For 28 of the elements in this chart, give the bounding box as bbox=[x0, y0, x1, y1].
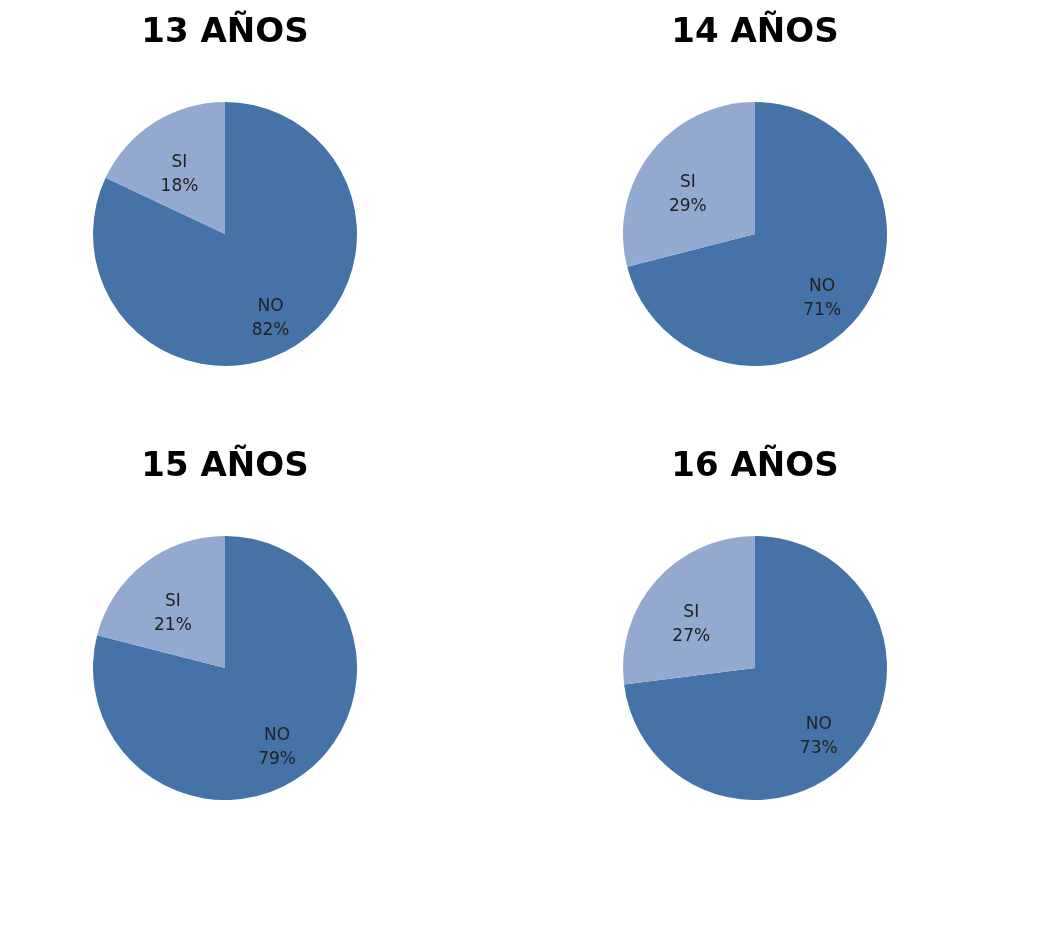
data-label: 71% bbox=[803, 299, 842, 320]
pie-slice bbox=[627, 102, 887, 366]
data-label: 79% bbox=[258, 748, 296, 769]
slice-label: NO bbox=[805, 713, 832, 734]
pie-slice bbox=[624, 536, 887, 800]
pie-slice bbox=[105, 102, 225, 234]
data-label: 29% bbox=[668, 194, 707, 215]
slice-label: SI bbox=[171, 151, 188, 172]
data-label: 18% bbox=[160, 175, 199, 196]
pie-slice bbox=[623, 102, 755, 267]
pie-slice bbox=[623, 536, 755, 685]
slice-label: SI bbox=[679, 170, 696, 191]
chart-title: 13 AÑOS bbox=[141, 10, 309, 50]
pie-slice bbox=[93, 536, 357, 800]
pie-slice bbox=[93, 102, 357, 366]
data-label: 21% bbox=[154, 613, 192, 634]
pie-slice bbox=[97, 536, 225, 668]
data-label: 73% bbox=[799, 737, 838, 758]
chart-title: 15 AÑOS bbox=[141, 444, 309, 484]
chart-title: 14 AÑOS bbox=[671, 10, 839, 50]
slice-label: NO bbox=[257, 294, 284, 315]
slice-label: SI bbox=[165, 589, 181, 610]
data-label: 27% bbox=[672, 624, 711, 645]
slice-label: NO bbox=[809, 275, 836, 296]
slice-label: SI bbox=[683, 600, 700, 621]
chart-title: 16 AÑOS bbox=[671, 444, 839, 484]
data-label: 82% bbox=[251, 318, 290, 339]
slice-label: NO bbox=[264, 724, 291, 745]
